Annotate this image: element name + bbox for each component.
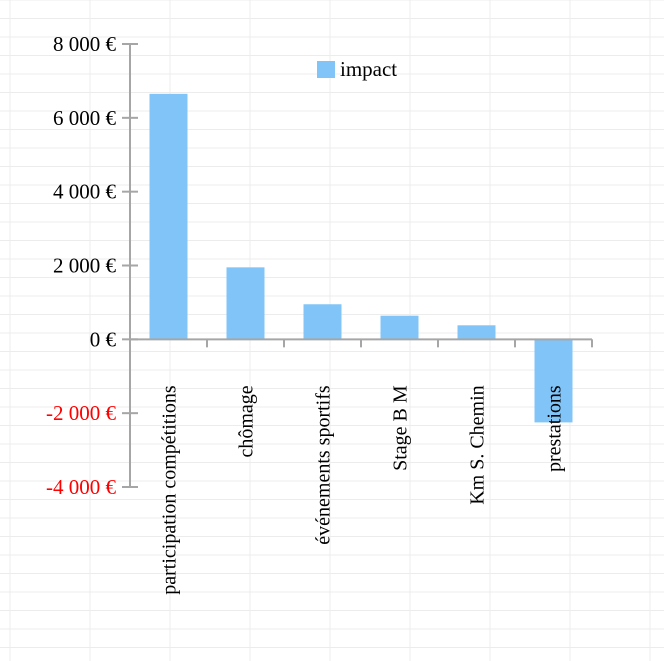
y-tick-label: 6 000 € [53,106,117,130]
y-tick-label: 2 000 € [53,254,117,278]
x-category-label: Stage B M [390,385,412,471]
bar-3 [380,315,419,340]
x-category-label: Km S. Chemin [467,385,489,504]
legend-swatch-impact [317,61,335,78]
bar-0 [149,93,188,340]
x-axis-labels: participation compétitions chômage événeme… [159,385,566,595]
x-category-label: événements sportifs [313,385,335,545]
y-tick-label: -2 000 € [46,401,116,425]
y-axis-ticks: 8 000 € 6 000 € 4 000 € 2 000 € 0 € -2 000 € -… [46,32,138,499]
y-tick-label: 8 000 € [53,32,117,56]
axes [129,44,593,487]
legend-label-impact: impact [340,57,397,81]
x-category-label: participation compétitions [159,385,181,595]
y-tick-label: 4 000 € [53,180,117,204]
legend: impact [317,57,397,81]
bar-4 [457,325,496,340]
bar-2 [303,304,342,340]
y-tick-label: -4 000 € [46,475,116,499]
bar-1 [226,267,265,340]
y-tick-label: 0 € [90,327,117,351]
x-category-label: chômage [236,385,258,457]
x-category-label: prestations [544,385,566,472]
bars [149,93,573,423]
bar-5 [534,339,573,423]
